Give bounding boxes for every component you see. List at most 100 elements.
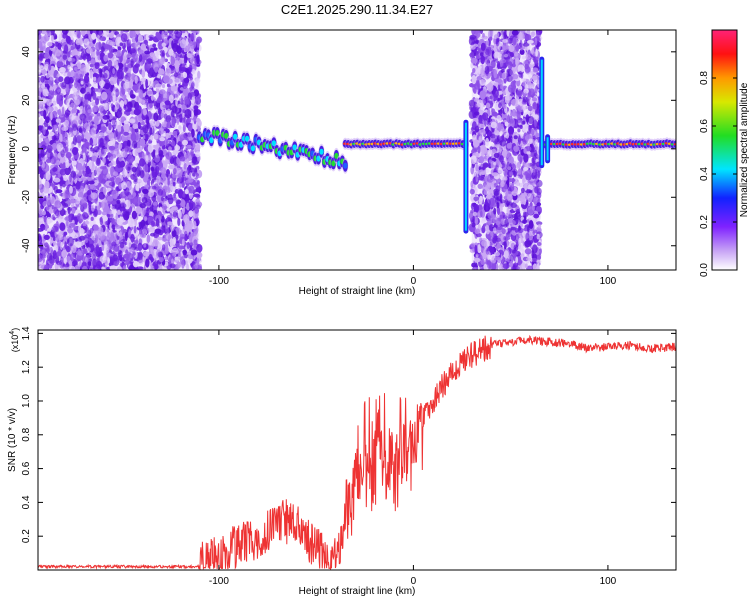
- noise-speckle: [117, 131, 122, 136]
- noise-speckle: [54, 41, 59, 47]
- noise-speckle: [80, 80, 84, 85]
- noise-speckle: [170, 224, 175, 232]
- noise-speckle: [57, 218, 63, 223]
- noise-speckle: [145, 154, 149, 165]
- noise-speckle: [160, 52, 165, 57]
- noise-speckle: [78, 235, 86, 241]
- noise-speckle: [96, 158, 101, 165]
- noise-speckle: [64, 76, 71, 85]
- noise-speckle: [124, 103, 131, 113]
- noise-speckle: [121, 181, 127, 190]
- noise-speckle: [42, 126, 46, 135]
- noise-speckle: [179, 67, 187, 72]
- noise-speckle: [46, 99, 53, 106]
- noise-speckle: [98, 30, 103, 37]
- noise-speckle: [131, 176, 136, 180]
- noise-speckle: [193, 239, 198, 246]
- noise-speckle: [189, 40, 197, 50]
- noise-speckle: [164, 100, 171, 106]
- noise-speckle: [65, 35, 71, 44]
- noise-speckle: [52, 100, 57, 106]
- noise-speckle: [90, 216, 94, 221]
- noise-speckle: [194, 207, 199, 214]
- noise-speckle: [58, 231, 62, 241]
- noise-speckle: [117, 161, 122, 169]
- noise-speckle: [80, 138, 88, 143]
- noise-speckle: [129, 89, 134, 99]
- noise-speckle: [47, 228, 52, 232]
- noise-speckle: [150, 95, 155, 101]
- noise-speckle: [129, 118, 136, 124]
- noise-speckle: [134, 63, 140, 68]
- noise-speckle: [142, 107, 147, 116]
- noise-speckle: [135, 183, 140, 192]
- noise-speckle: [156, 175, 162, 185]
- noise-speckle: [174, 145, 181, 151]
- noise-speckle: [99, 137, 104, 147]
- noise-speckle: [136, 105, 142, 114]
- noise-speckle: [177, 103, 182, 109]
- noise-speckle: [174, 60, 180, 70]
- noise-speckle: [77, 162, 83, 171]
- noise-speckle: [149, 102, 153, 109]
- noise-speckle: [107, 173, 111, 179]
- noise-speckle: [171, 40, 174, 49]
- noise-speckle: [65, 152, 72, 159]
- noise-speckle: [188, 185, 195, 194]
- noise-speckle: [131, 37, 136, 43]
- noise-speckle: [127, 154, 134, 164]
- noise-speckle: [103, 103, 110, 111]
- noise-speckle: [166, 67, 172, 76]
- noise-speckle: [107, 257, 110, 264]
- noise-speckle: [181, 174, 184, 183]
- noise-speckle: [164, 246, 170, 255]
- noise-speckle: [169, 238, 174, 248]
- noise-speckle: [44, 80, 49, 85]
- noise-speckle: [172, 211, 178, 218]
- noise-speckle: [129, 48, 136, 54]
- noise-speckle: [107, 52, 114, 59]
- noise-speckle: [142, 188, 149, 194]
- noise-speckle: [39, 159, 43, 166]
- noise-speckle: [105, 206, 111, 215]
- noise-speckle: [159, 57, 166, 65]
- noise-speckle: [172, 248, 179, 252]
- noise-speckle: [90, 58, 96, 65]
- noise-speckle: [136, 148, 142, 153]
- noise-speckle: [50, 111, 53, 121]
- noise-speckle: [104, 136, 108, 141]
- noise-speckle: [72, 147, 78, 156]
- noise-speckle: [119, 100, 125, 108]
- noise-speckle: [84, 93, 89, 100]
- noise-speckle: [145, 258, 150, 268]
- noise-speckle: [108, 182, 115, 187]
- noise-speckle: [107, 59, 113, 68]
- noise-speckle: [131, 72, 135, 81]
- figure-title: C2E1.2025.290.11.34.E27: [281, 2, 433, 17]
- noise-speckle: [43, 120, 49, 128]
- noise-speckle: [87, 180, 95, 185]
- noise-speckle: [194, 263, 199, 270]
- noise-speckle: [154, 154, 161, 163]
- noise-speckle: [188, 199, 194, 209]
- noise-speckle: [172, 181, 176, 187]
- noise-speckle: [161, 244, 166, 251]
- noise-speckle: [118, 142, 123, 150]
- noise-speckle: [184, 188, 189, 195]
- noise-speckle: [102, 72, 108, 79]
- noise-speckle: [59, 222, 66, 231]
- noise-speckle: [64, 112, 70, 118]
- noise-speckle: [159, 137, 166, 142]
- noise-speckle: [108, 145, 116, 151]
- noise-speckle: [54, 185, 58, 194]
- noise-speckle: [85, 220, 90, 225]
- noise-speckle: [521, 55, 526, 60]
- noise-speckle: [149, 211, 154, 217]
- noise-speckle: [119, 231, 122, 238]
- noise-speckle: [89, 30, 93, 35]
- noise-speckle: [169, 208, 174, 214]
- noise-speckle: [196, 121, 201, 130]
- noise-speckle: [137, 242, 143, 251]
- noise-speckle: [179, 256, 185, 265]
